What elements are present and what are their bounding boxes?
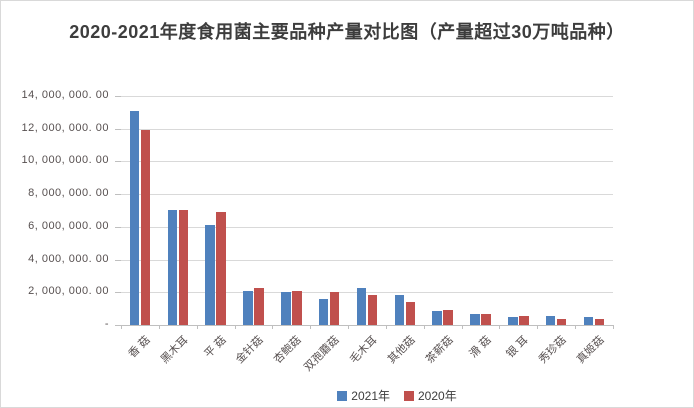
x-tick-mark: [310, 325, 312, 329]
legend-swatch-2021-icon: [337, 390, 348, 401]
y-tick-mark: [115, 128, 121, 130]
legend-label-2020: 2020年: [418, 389, 457, 403]
bar-2020年-滑菇: [481, 313, 491, 325]
y-tick-label: 10, 000, 000. 00: [21, 154, 109, 167]
bar-2020年-毛木耳: [367, 295, 378, 325]
bar-2020年-银耳: [519, 315, 529, 325]
y-tick-mark: [115, 292, 121, 294]
bar-2020年-茶薪菇: [443, 309, 453, 325]
gridline: [121, 161, 613, 163]
y-tick-label: 6, 000, 000. 00: [28, 219, 109, 232]
bar-2020年-黑木耳: [178, 209, 189, 325]
gridline: [121, 128, 613, 130]
legend-label-2021: 2021年: [351, 389, 390, 403]
y-tick-label: 4, 000, 000. 00: [28, 252, 109, 265]
y-tick-label: -: [104, 318, 109, 330]
y-tick-mark: [115, 226, 121, 228]
x-tick-mark: [537, 325, 539, 329]
y-tick-label: 8, 000, 000. 00: [28, 187, 109, 200]
plot-area: [121, 96, 613, 326]
legend-item-2021: 2021年: [337, 387, 390, 404]
bar-2021年-茶薪菇: [432, 310, 442, 325]
bar-2021年-平菇: [205, 225, 215, 325]
gridline: [121, 96, 613, 97]
bar-2020年-金针菇: [254, 288, 264, 325]
x-tick-mark: [196, 325, 198, 329]
bar-2021年-杏鲍菇: [281, 291, 291, 325]
bar-2021年-真姬菇: [583, 316, 594, 325]
gridline: [121, 226, 613, 228]
bar-2021年-滑菇: [470, 314, 480, 325]
legend: 2021年 2020年: [151, 387, 643, 404]
gridline: [121, 259, 613, 261]
bar-2020年-真姬菇: [594, 319, 605, 325]
bar-2021年-双孢蘑菇: [318, 298, 329, 325]
bar-2020年-双孢蘑菇: [329, 291, 340, 325]
bar-2021年-秀珍菇: [545, 315, 556, 325]
bar-2020年-其他菇: [405, 301, 416, 325]
bar-2020年-平菇: [216, 212, 226, 325]
x-tick-mark: [272, 325, 274, 329]
legend-swatch-2020-icon: [404, 390, 414, 401]
bar-2020年-杏鲍菇: [292, 290, 302, 325]
y-tick-mark: [115, 194, 121, 196]
y-tick-label: 12, 000, 000. 00: [21, 121, 109, 134]
x-tick-mark: [613, 325, 614, 329]
bar-2021年-其他菇: [394, 294, 405, 325]
x-tick-mark: [461, 325, 463, 329]
y-tick-mark: [115, 161, 121, 163]
gridline: [121, 194, 613, 196]
bar-2021年-毛木耳: [356, 288, 367, 325]
bar-2020年-秀珍菇: [556, 318, 567, 325]
x-axis-line: [121, 325, 613, 326]
bar-2021年-黑木耳: [167, 209, 178, 325]
y-tick-mark: [115, 325, 121, 326]
x-tick-mark: [575, 325, 577, 329]
y-tick-mark: [115, 259, 121, 261]
x-tick-mark: [423, 325, 425, 329]
bar-2021年-香菇: [129, 110, 140, 325]
bar-2021年-银耳: [508, 317, 518, 325]
bar-2020年-香菇: [140, 130, 151, 325]
x-tick-mark: [499, 325, 501, 329]
x-tick-mark: [158, 325, 160, 329]
x-tick-mark: [385, 325, 387, 329]
y-tick-label: 2, 000, 000. 00: [28, 285, 109, 298]
y-tick-label: 14, 000, 000. 00: [21, 89, 109, 101]
chart-title: 2020-2021年度食用菌主要品种产量对比图（产量超过30万吨品种）: [69, 22, 625, 42]
gridline: [121, 292, 613, 294]
y-tick-mark: [115, 96, 121, 97]
x-tick-mark: [234, 325, 236, 329]
bar-2021年-金针菇: [243, 290, 253, 325]
x-tick-mark: [121, 325, 122, 329]
x-tick-mark: [348, 325, 350, 329]
legend-item-2020: 2020年: [404, 387, 457, 404]
